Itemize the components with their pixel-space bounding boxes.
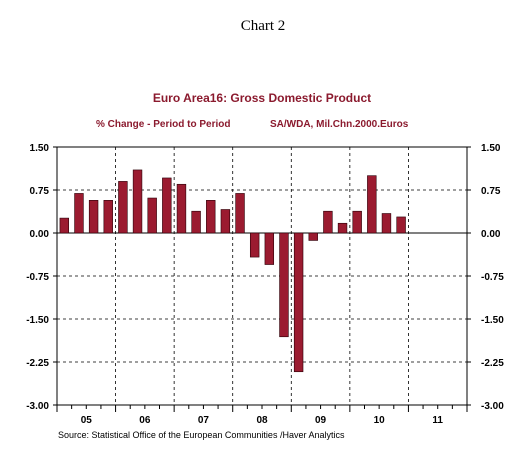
bar — [381, 213, 392, 234]
x-tick-label: 05 — [81, 415, 93, 426]
x-tick-label: 07 — [198, 415, 210, 426]
y-tick-label-right: 1.50 — [481, 143, 501, 154]
bar — [264, 232, 275, 265]
bar — [279, 232, 289, 338]
bar — [249, 232, 260, 258]
bar — [367, 175, 377, 234]
y-tick-label-right: -0.75 — [481, 272, 504, 283]
y-tick-label-right: -2.25 — [481, 358, 504, 369]
bar — [235, 193, 245, 234]
y-tick-label-left: -1.50 — [26, 315, 49, 326]
bar — [162, 177, 172, 234]
bars-layer — [59, 169, 406, 373]
y-tick-label-left: -3.00 — [26, 401, 49, 412]
chart-title: Euro Area16: Gross Domestic Product — [153, 91, 371, 105]
bar — [293, 232, 304, 373]
y-tick-label-left: 0.00 — [30, 229, 50, 240]
bar — [220, 209, 231, 234]
y-tick-label-left: 0.75 — [30, 186, 50, 197]
bar — [323, 210, 333, 234]
y-tick-label-right: 0.75 — [481, 186, 501, 197]
y-tick-label-right: 0.00 — [481, 229, 501, 240]
y-tick-label-left: 1.50 — [30, 143, 50, 154]
bar — [396, 216, 406, 234]
bar — [191, 210, 201, 234]
x-tick-label: 09 — [315, 415, 327, 426]
bar — [88, 200, 99, 234]
bar — [352, 210, 362, 234]
bar — [74, 193, 84, 234]
bar — [176, 183, 187, 234]
bar — [132, 169, 143, 234]
bar — [59, 217, 70, 234]
chart-subtitle-right: SA/WDA, Mil.Chn.2000.Euros — [270, 119, 409, 130]
y-tick-label-left: -0.75 — [26, 272, 49, 283]
chart-label: Chart 2 — [241, 18, 286, 34]
bar — [147, 197, 157, 234]
bar — [308, 232, 318, 241]
axes-layer: 1.50 1.50 0.75 0.75 0.00 0.00 -0.75 -0.75 -1.50 -… — [26, 143, 504, 426]
y-tick-label-right: -3.00 — [481, 401, 504, 412]
bar — [103, 200, 113, 234]
x-tick-label: 10 — [374, 415, 386, 426]
bar — [337, 222, 348, 234]
x-tick-label: 08 — [256, 415, 268, 426]
y-tick-label-left: -2.25 — [26, 358, 49, 369]
x-tick-label: 06 — [139, 415, 151, 426]
chart-subtitle-left: % Change - Period to Period — [96, 119, 230, 130]
bar — [206, 200, 216, 234]
source-note: Source: Statistical Office of the Europe… — [58, 430, 345, 440]
bar — [118, 181, 128, 234]
y-tick-label-right: -1.50 — [481, 315, 504, 326]
x-tick-label: 11 — [432, 415, 443, 426]
